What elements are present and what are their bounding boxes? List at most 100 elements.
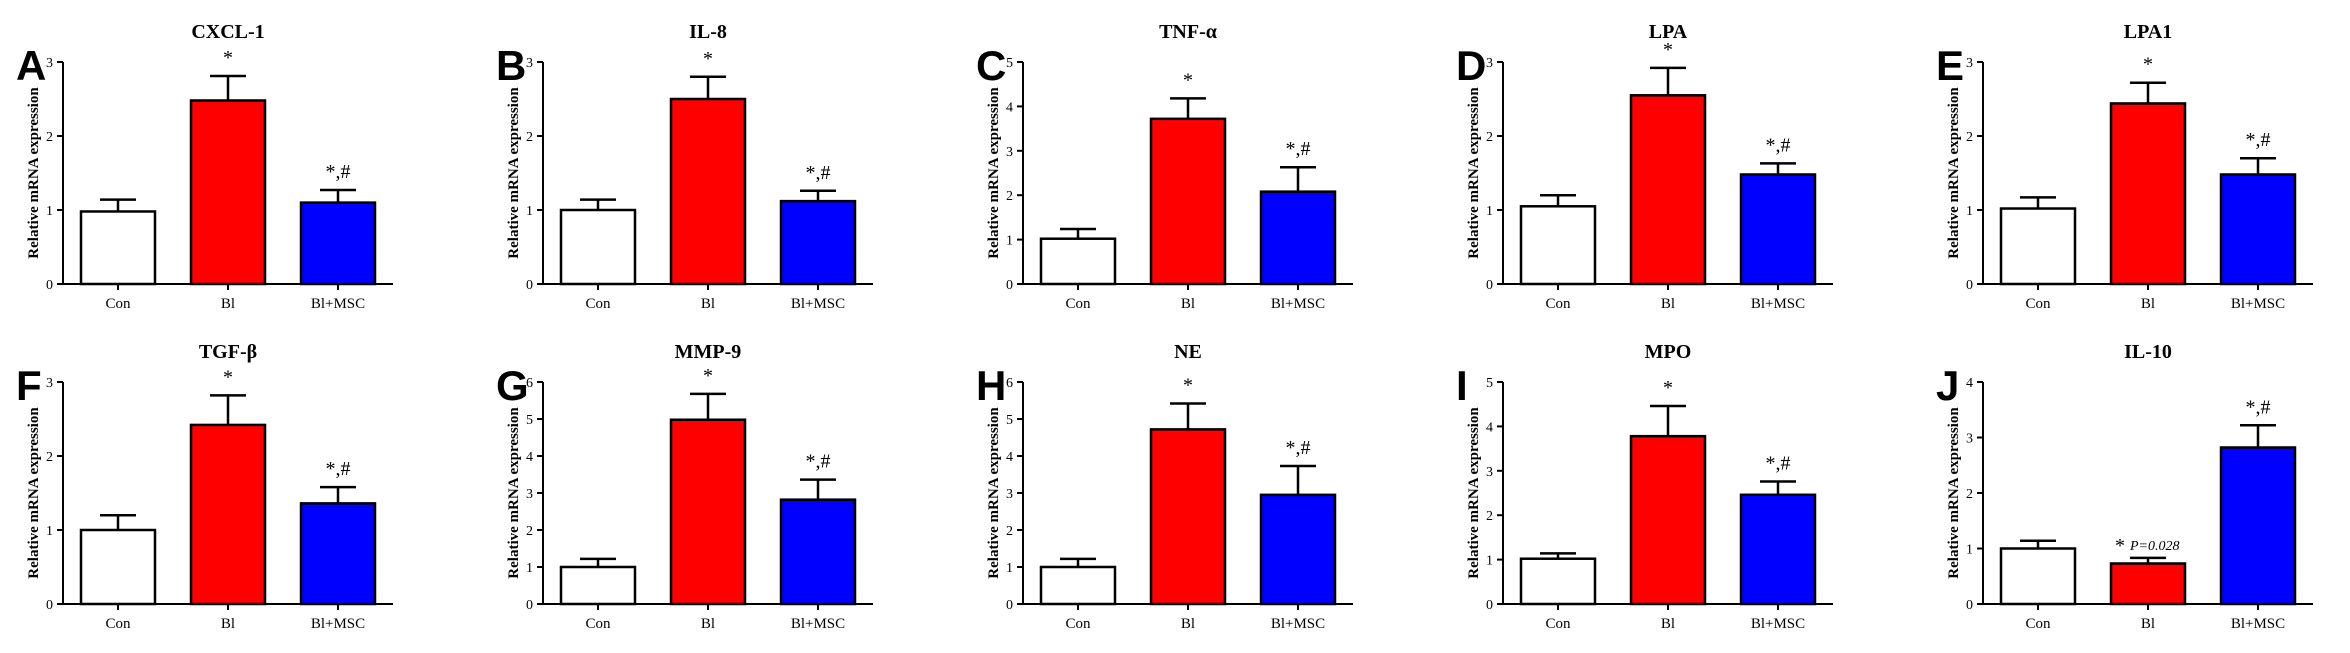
- category-label: Con: [105, 616, 131, 632]
- y-tick-label: 4: [1006, 100, 1013, 115]
- chart-panel-i: I MPO Relative mRNA expression 0 1 2 3 4 5 Con Bl *…: [1456, 341, 1833, 632]
- y-axis-label: Relative mRNA expression: [26, 407, 42, 579]
- panel-letter: J: [1936, 362, 1959, 409]
- category-label: Bl: [2141, 616, 2155, 632]
- significance-label: *: [1663, 377, 1673, 399]
- category-label: Con: [1545, 296, 1571, 312]
- category-label: Bl+MSC: [1271, 616, 1325, 632]
- bar: [559, 565, 637, 606]
- significance-label: *: [2143, 54, 2153, 76]
- y-tick-label: 2: [1006, 189, 1013, 204]
- bar: [299, 502, 377, 606]
- y-tick-label: 3: [1006, 145, 1013, 160]
- category-label: Bl+MSC: [311, 616, 365, 632]
- bar: [1629, 434, 1707, 606]
- significance-label: *,#: [1766, 452, 1791, 474]
- y-tick-label: 1: [46, 524, 53, 539]
- chart-panel-h: H NE Relative mRNA expression 0 1 2 3 4 5 6 Con Bl *…: [976, 341, 1353, 632]
- bar: [299, 201, 377, 286]
- bar: [189, 99, 267, 286]
- y-tick-label: 3: [1966, 432, 1973, 447]
- bar: [2219, 173, 2297, 286]
- bar: [669, 418, 747, 606]
- significance-label: *,#: [326, 161, 351, 183]
- bar: [2109, 102, 2187, 286]
- y-tick-label: 1: [1006, 561, 1013, 576]
- chart-panel-j: J IL-10 Relative mRNA expression 0 1 2 3 4 Con Bl…: [1936, 341, 2313, 632]
- significance-label: *: [703, 48, 713, 70]
- significance-label: *,#: [2246, 396, 2271, 418]
- panel-letter: B: [496, 42, 526, 89]
- significance-label: *,#: [806, 162, 831, 184]
- bar: [559, 208, 637, 286]
- y-tick-label: 1: [46, 204, 53, 219]
- y-tick-label: 2: [1486, 509, 1493, 524]
- y-axis-label: Relative mRNA expression: [1946, 407, 1962, 579]
- chart-panel-e: E LPA1 Relative mRNA expression 0 1 2 3 Con Bl * B…: [1936, 21, 2313, 312]
- category-label: Bl+MSC: [2231, 296, 2285, 312]
- chart-title: MMP-9: [675, 341, 742, 363]
- category-label: Con: [105, 296, 131, 312]
- significance-label: *: [223, 47, 233, 69]
- y-tick-label: 3: [46, 376, 53, 391]
- panel-letter: D: [1456, 42, 1486, 89]
- y-axis-label: Relative mRNA expression: [986, 407, 1002, 579]
- y-tick-label: 4: [1006, 450, 1013, 465]
- y-tick-label: 1: [526, 561, 533, 576]
- category-label: Bl+MSC: [1751, 616, 1805, 632]
- chart-panel-g: G MMP-9 Relative mRNA expression 0 1 2 3 4 5 6 Con…: [496, 341, 873, 632]
- y-tick-label: 4: [1486, 420, 1493, 435]
- y-tick-label: 5: [526, 413, 533, 428]
- y-tick-label: 0: [1486, 598, 1493, 613]
- significance-label: *: [2115, 535, 2125, 557]
- category-label: Bl: [1181, 616, 1195, 632]
- significance-label: *,#: [1766, 134, 1791, 156]
- significance-label: *,#: [1286, 437, 1311, 459]
- panel-letter: H: [976, 362, 1006, 409]
- category-label: Bl+MSC: [1271, 296, 1325, 312]
- bar: [79, 210, 157, 286]
- bar: [1519, 557, 1597, 606]
- panel-letter: E: [1936, 42, 1964, 89]
- chart-title: TNF-α: [1159, 21, 1217, 43]
- y-tick-label: 1: [1486, 554, 1493, 569]
- significance-label: *: [1663, 39, 1673, 61]
- category-label: Con: [2025, 296, 2051, 312]
- y-tick-label: 2: [1486, 130, 1493, 145]
- bar: [1039, 237, 1117, 286]
- y-tick-label: 6: [526, 376, 533, 391]
- y-tick-label: 0: [1486, 278, 1493, 293]
- y-tick-label: 0: [1006, 278, 1013, 293]
- y-tick-label: 3: [1006, 487, 1013, 502]
- panel-letter: G: [496, 362, 529, 409]
- chart-panel-d: D LPA Relative mRNA expression 0 1 2 3 Con Bl * Bl…: [1456, 21, 1833, 312]
- y-tick-label: 0: [1966, 598, 1973, 613]
- category-label: Bl: [2141, 296, 2155, 312]
- significance-label: *: [1183, 374, 1193, 396]
- category-label: Con: [585, 296, 611, 312]
- category-label: Bl+MSC: [791, 296, 845, 312]
- y-tick-label: 2: [46, 450, 53, 465]
- y-tick-label: 1: [526, 204, 533, 219]
- y-tick-label: 0: [46, 278, 53, 293]
- y-axis-label: Relative mRNA expression: [506, 407, 522, 579]
- significance-label: *: [1183, 69, 1193, 91]
- chart-panel-c: C TNF-α Relative mRNA expression 0 1 2 3 4 5 Con B…: [976, 21, 1353, 312]
- y-tick-label: 3: [526, 487, 533, 502]
- category-label: Bl+MSC: [1751, 296, 1805, 312]
- y-axis-label: Relative mRNA expression: [26, 87, 42, 259]
- chart-title: LPA1: [2124, 21, 2173, 43]
- chart-title: CXCL-1: [191, 21, 264, 43]
- category-label: Bl+MSC: [311, 296, 365, 312]
- y-tick-label: 0: [1006, 598, 1013, 613]
- y-tick-label: 2: [1966, 487, 1973, 502]
- bar: [2219, 446, 2297, 606]
- y-tick-label: 1: [1966, 543, 1973, 558]
- bar: [1739, 493, 1817, 606]
- y-tick-label: 1: [1486, 204, 1493, 219]
- y-tick-label: 6: [1006, 376, 1013, 391]
- category-label: Con: [1065, 296, 1091, 312]
- panel-letter: F: [16, 362, 42, 409]
- y-tick-label: 2: [1006, 524, 1013, 539]
